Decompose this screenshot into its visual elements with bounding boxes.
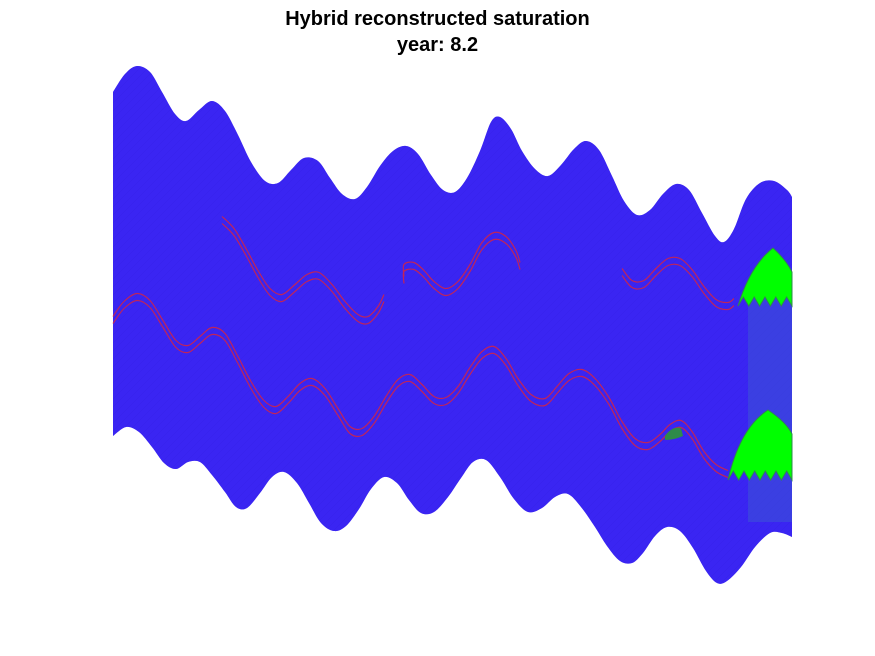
figure-title: Hybrid reconstructed saturation	[285, 8, 590, 30]
fracture-upper-left-lower	[221, 223, 385, 325]
year-value: 8.2	[450, 34, 479, 56]
saturation-plume-upper	[737, 247, 793, 308]
year-label: year:	[396, 34, 445, 56]
fracture-main-lower	[112, 299, 729, 479]
saturation-plume-lower	[727, 409, 793, 482]
fracture-upper-right-lower	[621, 263, 735, 311]
figure-title-block: Hybrid reconstructed saturation year: 8.…	[0, 6, 875, 58]
fracture-upper-mid-lower	[402, 238, 521, 297]
saturation-plume-lower-shape	[727, 409, 793, 482]
reservoir-grid-mesh	[113, 65, 792, 584]
fracture-lines	[112, 216, 735, 479]
fracture-main-upper	[112, 292, 729, 472]
fracture-upper-mid-upper	[402, 231, 521, 290]
fracture-upper-left-upper	[221, 216, 385, 318]
saturation-blob	[665, 427, 683, 440]
figure-subtitle: year: 8.2	[0, 32, 875, 58]
saturation-plume-upper-shape	[737, 247, 793, 308]
saturation-plumes	[665, 247, 793, 482]
fracture-upper-right-upper	[621, 256, 735, 304]
water-column	[748, 282, 792, 522]
